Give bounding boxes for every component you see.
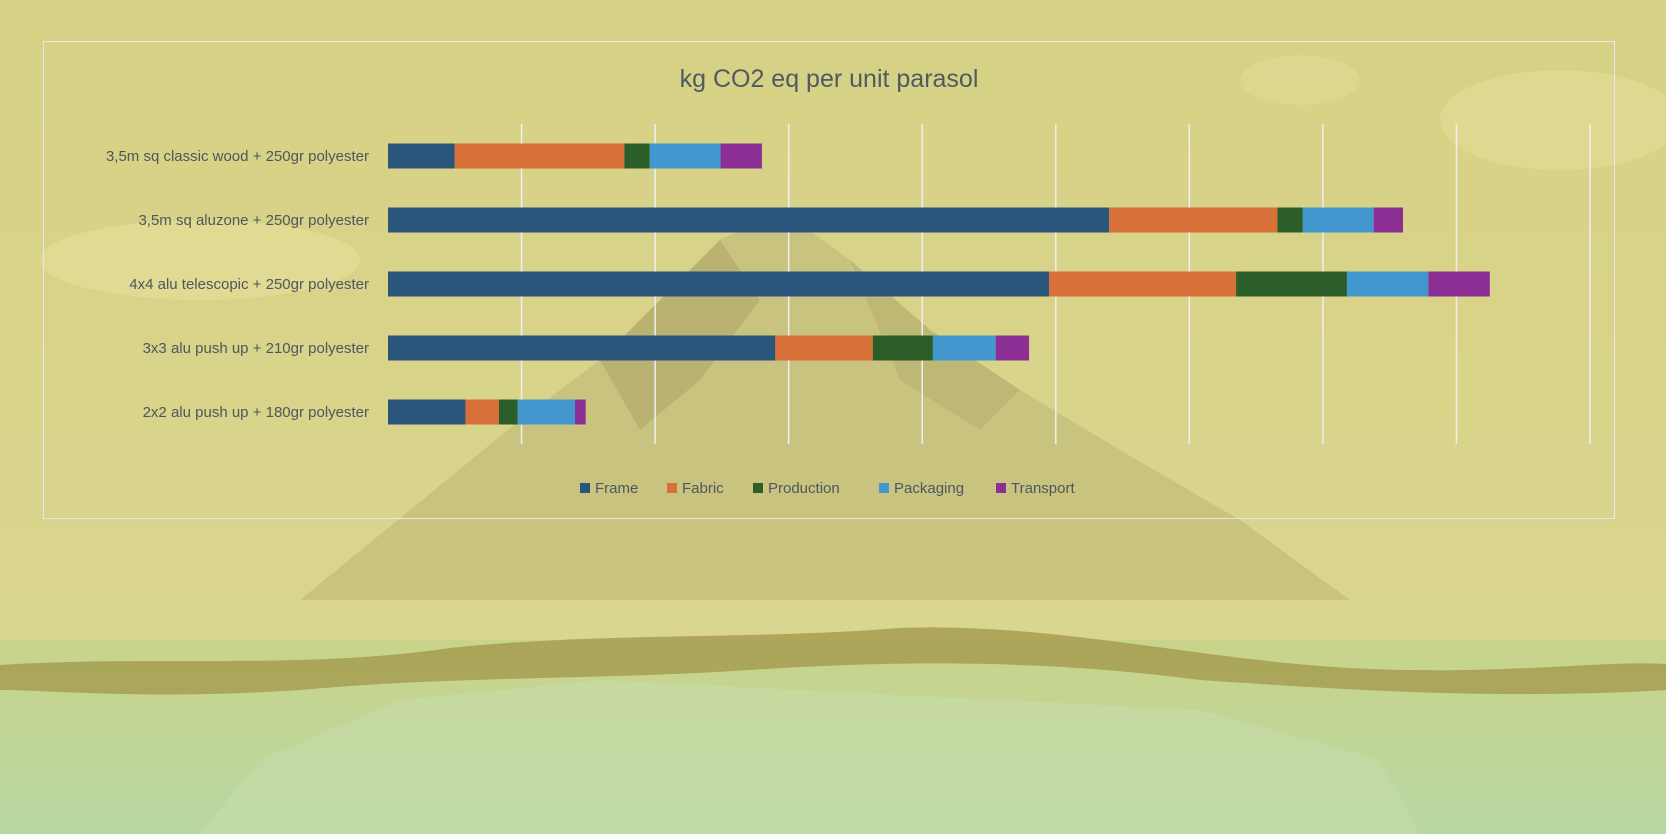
bar-segment-frame <box>388 207 1110 233</box>
bar-segment-transport <box>1373 207 1404 233</box>
bar-segment-fabric <box>775 335 873 361</box>
bar-segment-frame <box>388 143 455 169</box>
legend-label-transport: Transport <box>1011 480 1075 497</box>
bar-segment-frame <box>388 335 776 361</box>
legend-label-production: Production <box>768 480 840 497</box>
legend-swatch-packaging <box>879 483 889 493</box>
bar-segment-transport <box>995 335 1030 361</box>
bar-segment-production <box>498 399 518 425</box>
legend-label-packaging: Packaging <box>894 480 964 497</box>
bar-segment-production <box>1277 207 1303 233</box>
category-label: 2x2 alu push up + 180gr polyester <box>143 404 369 421</box>
bar-segment-fabric <box>1109 207 1278 233</box>
category-label: 4x4 alu telescopic + 250gr polyester <box>129 276 369 293</box>
category-label: 3x3 alu push up + 210gr polyester <box>143 340 369 357</box>
bar-segment-production <box>872 335 933 361</box>
bar-segment-packaging <box>932 335 996 361</box>
legend-swatch-production <box>753 483 763 493</box>
bar-segment-production <box>624 143 650 169</box>
category-labels: 3,5m sq classic wood + 250gr polyester 3,… <box>106 148 369 421</box>
bar-segment-packaging <box>1346 271 1429 297</box>
bar-segment-transport <box>1428 271 1490 297</box>
legend-swatch-transport <box>996 483 1006 493</box>
bar-segment-frame <box>388 399 466 425</box>
category-label: 3,5m sq classic wood + 250gr polyester <box>106 148 369 165</box>
bar-segment-packaging <box>1302 207 1374 233</box>
bar-segment-fabric <box>454 143 625 169</box>
chart-area-border <box>43 41 1615 519</box>
bar-segment-frame <box>388 271 1050 297</box>
bar-segment-packaging <box>517 399 575 425</box>
legend-swatch-fabric <box>667 483 677 493</box>
legend: Frame Fabric Production Packaging Transport <box>580 480 1075 497</box>
bar-segment-transport <box>720 143 762 169</box>
bar-segment-transport <box>574 399 586 425</box>
bar-segment-fabric <box>465 399 499 425</box>
legend-swatch-frame <box>580 483 590 493</box>
bars <box>388 143 1490 425</box>
chart-title: kg CO2 eq per unit parasol <box>680 65 979 93</box>
category-label: 3,5m sq aluzone + 250gr polyester <box>138 212 369 229</box>
legend-label-fabric: Fabric <box>682 480 724 497</box>
bar-segment-production <box>1236 271 1347 297</box>
bar-segment-packaging <box>649 143 721 169</box>
bar-segment-fabric <box>1049 271 1237 297</box>
legend-label-frame: Frame <box>595 480 638 497</box>
